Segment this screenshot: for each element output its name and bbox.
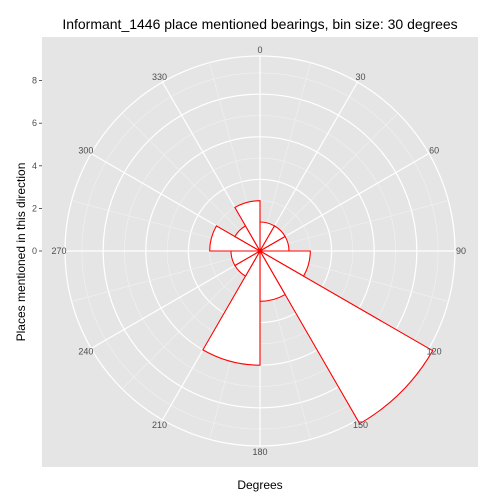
angle-tick-label: 300 [78,146,93,156]
grid-spoke-minor [259,112,399,252]
bar-180-210 [202,248,261,366]
radial-tick-label: 4 [32,161,37,171]
bar-330-360 [234,200,261,254]
grid-spoke-minor [121,112,261,252]
grid-spoke [259,152,430,252]
angle-tick-label: 90 [456,246,466,256]
radial-tick-label: 6 [32,118,37,128]
radial-tick-labels: 0 2 4 6 8 [32,76,42,256]
angle-tick-label: 330 [152,72,167,82]
grid-spoke [90,250,261,350]
angle-tick-label: 30 [355,72,365,82]
grid-spoke-minor [259,62,311,252]
angle-tick-label: 210 [152,420,167,430]
y-axis-title: Places mentioned in this direction [14,163,28,342]
angle-tick-label: 270 [51,246,66,256]
grid-spoke-minor [71,250,261,302]
angle-tick-label: 0 [257,45,262,55]
bar-270-300 [209,225,263,252]
angle-tick-label: 240 [78,347,93,357]
radial-tick-label: 0 [32,246,37,256]
bar-120-150 [258,249,434,425]
grid-spoke-minor [121,250,261,390]
x-axis-title: Degrees [237,478,282,492]
angle-tick-labels: 0 30 60 90 120 150 180 210 240 270 300 330 [51,45,466,457]
grid [64,55,456,447]
grid-spoke [259,81,359,252]
radial-tick-label: 2 [32,203,37,213]
angle-tick-label: 150 [353,420,368,430]
grid-spoke-minor [259,200,449,252]
angle-tick-label: 60 [429,146,439,156]
radial-tick-label: 8 [32,76,37,86]
chart-title: Informant_1446 place mentioned bearings,… [62,16,457,32]
angle-tick-label: 120 [427,347,442,357]
bars [202,200,434,425]
angle-tick-label: 180 [252,447,267,457]
